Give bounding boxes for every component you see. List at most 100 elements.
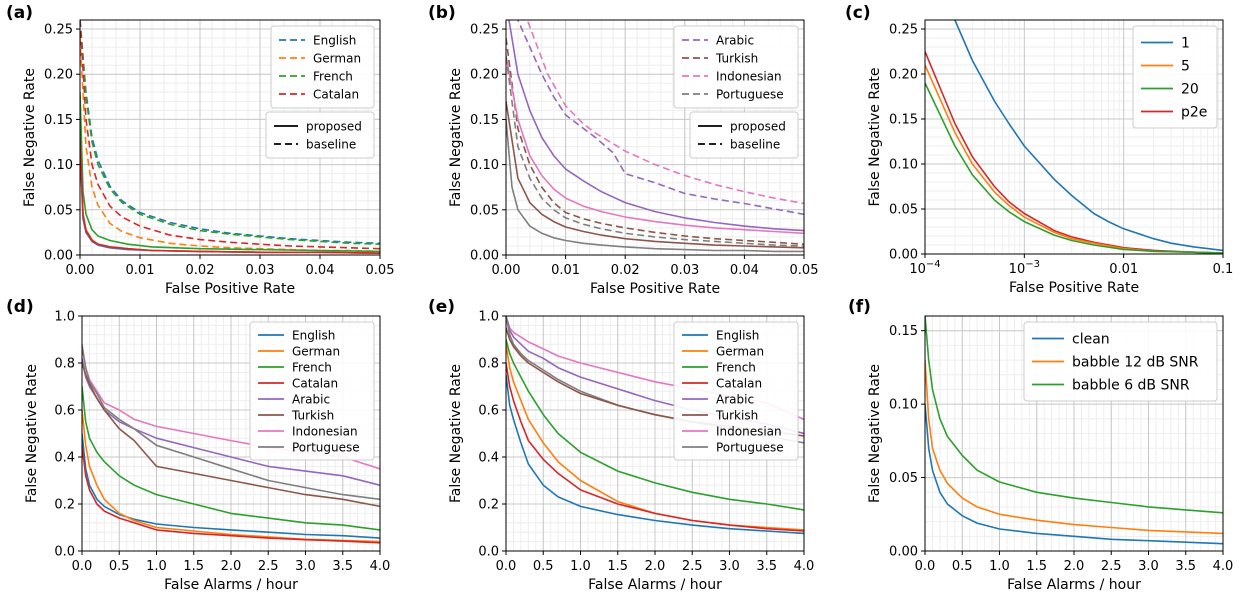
legend-label: Indonesian (292, 424, 358, 438)
x-tick-label: 2.0 (645, 559, 666, 574)
x-tick-label: 0.05 (790, 263, 819, 278)
y-tick-label: 0.20 (889, 68, 918, 83)
x-tick-label: 10−4 (909, 259, 940, 277)
panel-a: 0.00 0.01 0.02 0.03 0.04 0.05 0.00 0.05 0.10 0.15… (6, 3, 394, 297)
x-tick-label: 0.1 (1213, 262, 1234, 277)
series-line-catalan-proposed (80, 137, 380, 254)
x-tick-label: 1.0 (989, 559, 1010, 574)
legend-label: Arabic (716, 392, 754, 406)
x-tick-label: 0.02 (611, 263, 640, 278)
y-tick-label: 0.20 (470, 68, 499, 83)
legend-label: French (313, 69, 353, 83)
x-tick-label: 3.5 (756, 559, 777, 574)
x-tick-label: 2.5 (1101, 559, 1122, 574)
legend: English German French Catalan (270, 25, 375, 109)
y-tick-label: 0.2 (54, 498, 75, 513)
legend: clean babble 12 dB SNR babble 6 dB SNR (1023, 321, 1218, 402)
series-line-portuguese-baseline (506, 56, 804, 247)
series-line-babble-6-db-snr (925, 316, 1223, 514)
legend-label: Arabic (292, 392, 330, 406)
y-tick-label: 1.0 (478, 310, 499, 325)
y-axis-label: False Negative Rate (448, 68, 464, 207)
style-legend-box (689, 111, 799, 159)
series-lines (80, 20, 380, 254)
legend-label: 1 (1181, 36, 1190, 52)
legend-label: German (313, 51, 361, 65)
y-tick-label: 0.25 (889, 23, 918, 38)
style-legend-label: proposed (306, 120, 362, 134)
y-tick-label: 0.15 (44, 113, 73, 128)
x-tick-label: 0.01 (126, 263, 155, 278)
x-tick-label: 0.00 (66, 263, 95, 278)
x-tick-label: 3.0 (295, 559, 316, 574)
y-tick-label: 0.25 (470, 23, 499, 38)
series-line-indonesian-proposed (506, 56, 804, 235)
series-lines (82, 344, 380, 544)
x-tick-label: 1.5 (607, 559, 628, 574)
legend-label: Arabic (716, 33, 754, 47)
series-lines (925, 20, 1223, 254)
series-line-english (82, 433, 380, 539)
series-line-german-baseline (80, 38, 380, 253)
legend-label: p2e (1181, 105, 1207, 121)
legend-label: Indonesian (716, 69, 782, 83)
y-tick-label: 0.8 (54, 357, 75, 372)
y-tick-label: 0.8 (478, 357, 499, 372)
legend-label: French (716, 360, 756, 374)
x-tick-label: 0.03 (246, 263, 275, 278)
y-tick-label: 1.0 (54, 310, 75, 325)
x-tick-label: 2.0 (221, 559, 242, 574)
x-tick-label: 2.5 (258, 559, 279, 574)
series-line-turkish-proposed (506, 101, 804, 249)
x-tick-label: 0.0 (915, 559, 936, 574)
x-axis-label: False Positive Rate (1009, 280, 1139, 296)
legend-label: German (292, 344, 340, 358)
x-tick-label: 3.5 (332, 559, 353, 574)
legend-box (249, 321, 375, 461)
y-tick-label: 0.4 (478, 451, 499, 466)
x-tick-label: 2.0 (1064, 559, 1085, 574)
legend: English German French Catalan Arabic Turkish I… (249, 321, 375, 461)
panel-f: 0.0 0.5 1.0 1.5 2.0 2.5 3.0 3.5 4.0 0.00 0.05 0.10 0… (848, 297, 1233, 593)
panel-b: 0.00 0.01 0.02 0.03 0.04 0.05 0.00 0.05 0.10 0.15… (428, 3, 819, 297)
panel-d: 0.0 0.5 1.0 1.5 2.0 2.5 3.0 3.5 4.0 0.0 0.2 0.4 0.6 0… (6, 297, 390, 593)
y-axis-label: False Negative Rate (867, 68, 883, 207)
legend-label: English (313, 33, 356, 47)
x-tick-label: 0.0 (72, 559, 93, 574)
legend-label: Indonesian (716, 424, 782, 438)
panel-letter: (c) (845, 3, 871, 23)
legend-label: French (292, 360, 332, 374)
legend-label: babble 6 dB SNR (1072, 378, 1190, 394)
x-axis-label: False Alarms / hour (588, 577, 722, 593)
x-tick-label: 4.0 (370, 559, 391, 574)
x-axis-label: False Alarms / hour (164, 577, 298, 593)
x-tick-label: 0.5 (533, 559, 554, 574)
legend-label: Turkish (291, 408, 334, 422)
x-tick-label: 0.04 (730, 263, 759, 278)
x-tick-label: 4.0 (794, 559, 815, 574)
series-lines (925, 316, 1223, 545)
plot-frame (79, 19, 381, 256)
y-tick-label: 0.00 (889, 248, 918, 263)
legend-label: 5 (1181, 59, 1190, 75)
series-line-french (82, 386, 380, 531)
y-tick-label: 0.05 (889, 203, 918, 218)
y-tick-label: 0.4 (54, 451, 75, 466)
legend-label: Turkish (715, 408, 758, 422)
y-tick-label: 0.6 (478, 404, 499, 419)
y-axis-label: False Negative Rate (867, 364, 883, 503)
y-tick-label: 0.00 (44, 249, 73, 264)
legend-label: Portuguese (716, 87, 784, 101)
legend-label: English (716, 328, 759, 342)
x-axis-label: False Positive Rate (165, 281, 295, 297)
style-legend-box (265, 111, 375, 159)
x-tick-label: 0.05 (366, 263, 395, 278)
x-tick-label: 0.0 (496, 559, 517, 574)
x-tick-label: 3.5 (1175, 559, 1196, 574)
panel-c: 10−4 10−3 0.01 0.1 0.00 0.05 0.10 0.15 0.20 0.25 F… (845, 3, 1233, 296)
x-tick-label: 1.0 (570, 559, 591, 574)
y-tick-label: 0.05 (470, 203, 499, 218)
x-tick-label: 0.5 (109, 559, 130, 574)
plot-frame (924, 19, 1224, 255)
